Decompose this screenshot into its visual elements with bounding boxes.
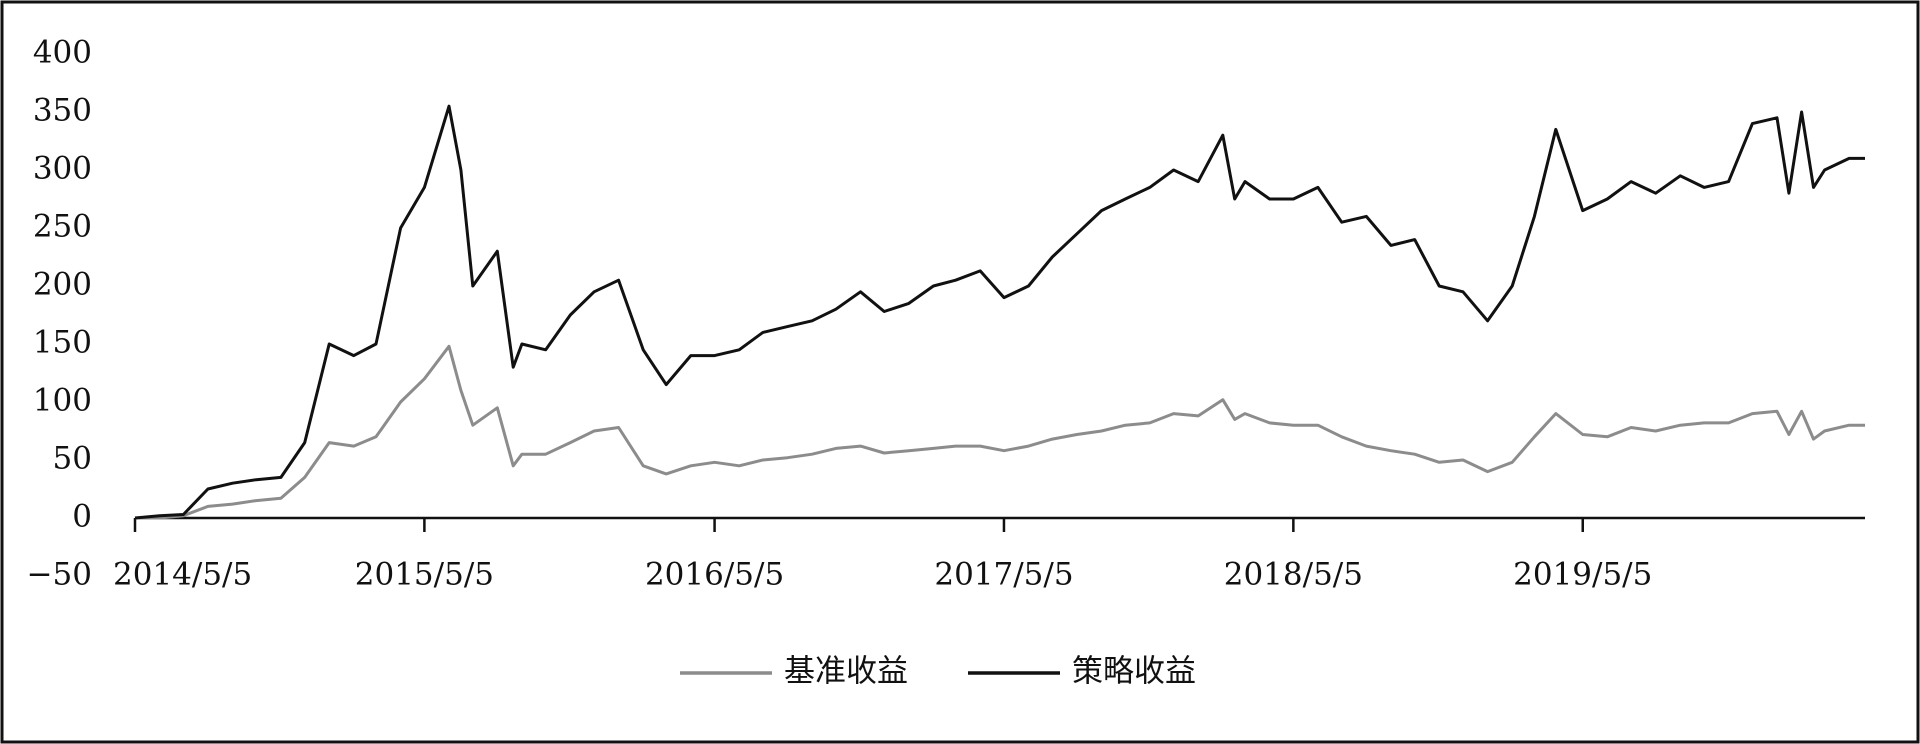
- y-tick-label: 400: [33, 35, 92, 71]
- legend-label: 基准收益: [784, 654, 908, 690]
- y-tick-label: 300: [33, 151, 92, 187]
- x-tick-label: 2018/5/5: [1224, 557, 1363, 593]
- y-tick-label: 50: [53, 441, 92, 477]
- legend-label: 策略收益: [1072, 654, 1196, 690]
- y-tick-label: 200: [33, 267, 92, 303]
- y-tick-label: 0: [72, 499, 92, 535]
- line: [135, 344, 1865, 520]
- x-tick-label: 2015/5/5: [355, 557, 494, 593]
- line: [134, 104, 1865, 520]
- x-tick-label: 2016/5/5: [645, 557, 784, 593]
- y-tick-label: 250: [33, 209, 92, 245]
- y-tick-label: −50: [27, 557, 92, 593]
- y-tick-label: 350: [33, 93, 92, 129]
- x-tick-label: 2017/5/5: [934, 557, 1073, 593]
- x-tick-label: 2019/5/5: [1513, 557, 1652, 593]
- y-tick-label: 150: [33, 325, 92, 361]
- y-tick-label: 100: [33, 383, 92, 419]
- x-tick-label: 2014/5/5: [113, 557, 252, 593]
